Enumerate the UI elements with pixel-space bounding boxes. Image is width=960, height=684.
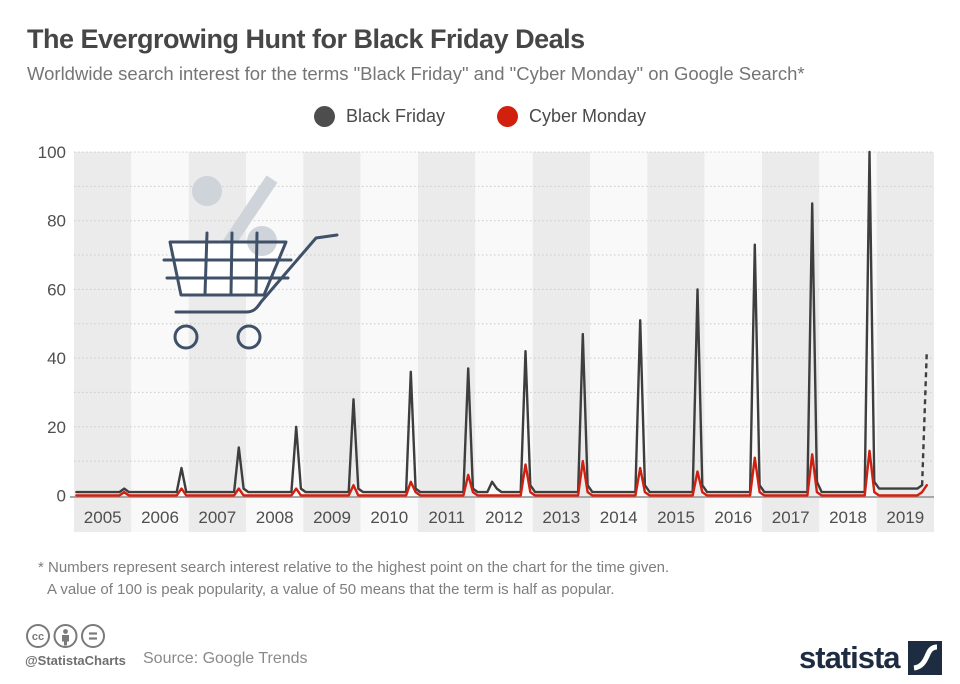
legend-item-black-friday: Black Friday [313,106,445,127]
statista-logo-text: statista [799,640,901,675]
x-axis-label: 2015 [657,508,695,527]
year-band [74,152,132,532]
cyber-monday-swatch-icon [496,106,518,127]
x-axis-label: 2010 [370,508,408,527]
trend-chart: 0 20 40 60 80 100 2005 2006 2007 2008 2009 2010 2011… [38,143,935,532]
y-axis-label: 0 [57,487,66,506]
source-credit: Source: Google Trends [143,650,308,667]
year-band [590,152,648,532]
x-axis-label: 2019 [886,508,924,527]
attribution-icon [53,624,78,648]
x-axis-label: 2006 [141,508,179,527]
x-axis-label: 2013 [542,508,580,527]
x-axis-label: 2018 [829,508,867,527]
x-axis-label: 2011 [428,508,465,527]
x-axis-label: 2016 [714,508,752,527]
year-band [418,152,476,532]
cc-icon [26,624,50,648]
footnote-line-1: * Numbers represent search interest rela… [38,559,670,576]
x-axis-label: 2014 [600,508,638,527]
legend-label: Cyber Monday [528,106,647,126]
x-axis-label: 2008 [256,508,294,527]
year-band [475,152,533,532]
y-axis-label: 60 [47,280,66,299]
year-band [303,152,361,532]
x-axis-label: 2012 [485,508,523,527]
x-axis-label: 2005 [84,508,122,527]
year-band [188,152,247,532]
black-friday-line [75,150,924,494]
legend-label: Black Friday [345,106,445,126]
black-friday-projection-line [920,351,928,486]
page-subtitle: Worldwide search interest for the terms … [27,63,805,84]
black-friday-swatch-icon [313,106,335,127]
statista-charts-handle: @StatistaCharts [25,653,126,668]
statista-logo: statista [799,640,942,676]
page-title: The Evergrowing Hunt for Black Friday De… [27,24,585,54]
cyber-monday-line [75,449,928,497]
y-axis-label: 40 [47,349,66,368]
y-axis-label: 20 [47,418,66,437]
y-axis-label: 80 [47,212,66,231]
year-band [246,152,304,532]
x-axis-label: 2009 [313,508,351,527]
x-axis-label: 2017 [772,508,810,527]
creative-commons-icons: cc [26,624,105,648]
svg-text:cc: cc [32,631,44,643]
x-axis-label: 2007 [198,508,236,527]
year-band [360,152,419,532]
y-axis-label: 100 [38,143,66,162]
footnote-line-2: A value of 100 is peak popularity, a val… [47,581,615,598]
year-band [876,152,935,532]
year-band [532,152,591,532]
statista-logo-mark-icon [907,641,942,675]
legend-item-cyber-monday: Cyber Monday [496,106,647,127]
no-derivatives-icon [81,624,105,648]
legend: Black Friday Cyber Monday [0,106,960,127]
